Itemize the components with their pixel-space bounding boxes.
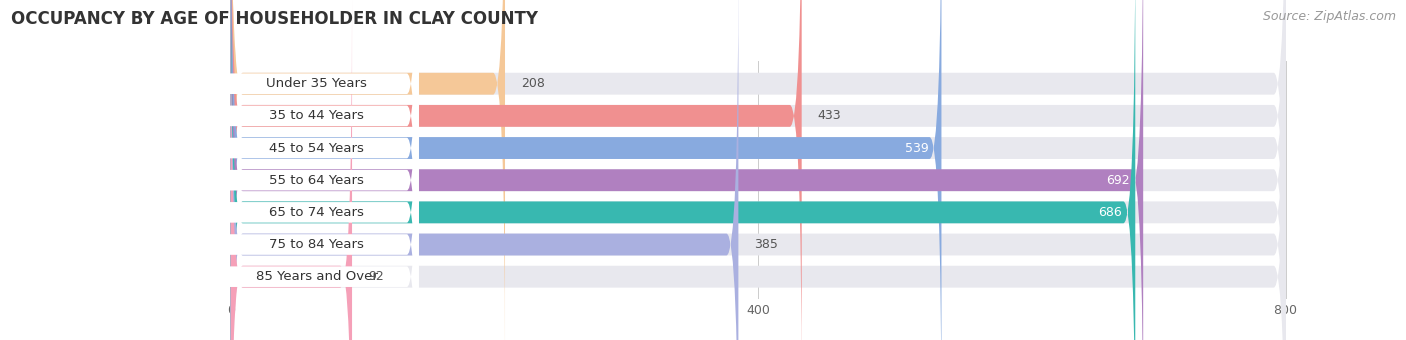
Text: Source: ZipAtlas.com: Source: ZipAtlas.com bbox=[1263, 10, 1396, 23]
FancyBboxPatch shape bbox=[214, 0, 419, 340]
FancyBboxPatch shape bbox=[231, 0, 1285, 340]
FancyBboxPatch shape bbox=[231, 0, 352, 340]
Text: 686: 686 bbox=[1098, 206, 1122, 219]
FancyBboxPatch shape bbox=[231, 0, 505, 340]
Text: 85 Years and Over: 85 Years and Over bbox=[256, 270, 378, 283]
FancyBboxPatch shape bbox=[231, 0, 1135, 340]
Text: 35 to 44 Years: 35 to 44 Years bbox=[269, 109, 364, 122]
FancyBboxPatch shape bbox=[231, 0, 738, 340]
Text: 65 to 74 Years: 65 to 74 Years bbox=[269, 206, 364, 219]
FancyBboxPatch shape bbox=[231, 0, 1285, 340]
FancyBboxPatch shape bbox=[231, 0, 1285, 340]
Text: 208: 208 bbox=[520, 77, 544, 90]
FancyBboxPatch shape bbox=[231, 0, 801, 340]
FancyBboxPatch shape bbox=[214, 0, 419, 340]
FancyBboxPatch shape bbox=[214, 0, 419, 340]
Text: Under 35 Years: Under 35 Years bbox=[266, 77, 367, 90]
Text: 45 to 54 Years: 45 to 54 Years bbox=[269, 141, 364, 155]
FancyBboxPatch shape bbox=[231, 0, 1143, 340]
FancyBboxPatch shape bbox=[231, 0, 1285, 340]
FancyBboxPatch shape bbox=[231, 0, 942, 340]
FancyBboxPatch shape bbox=[214, 0, 419, 340]
FancyBboxPatch shape bbox=[231, 0, 1285, 340]
Text: 692: 692 bbox=[1107, 174, 1130, 187]
Text: 385: 385 bbox=[754, 238, 778, 251]
Text: 433: 433 bbox=[817, 109, 841, 122]
FancyBboxPatch shape bbox=[214, 0, 419, 340]
FancyBboxPatch shape bbox=[231, 0, 1285, 340]
Text: 75 to 84 Years: 75 to 84 Years bbox=[269, 238, 364, 251]
Text: 92: 92 bbox=[368, 270, 384, 283]
Text: OCCUPANCY BY AGE OF HOUSEHOLDER IN CLAY COUNTY: OCCUPANCY BY AGE OF HOUSEHOLDER IN CLAY … bbox=[11, 10, 538, 28]
Text: 55 to 64 Years: 55 to 64 Years bbox=[269, 174, 364, 187]
Text: 539: 539 bbox=[904, 141, 928, 155]
FancyBboxPatch shape bbox=[214, 0, 419, 340]
FancyBboxPatch shape bbox=[231, 0, 1285, 340]
FancyBboxPatch shape bbox=[214, 0, 419, 340]
